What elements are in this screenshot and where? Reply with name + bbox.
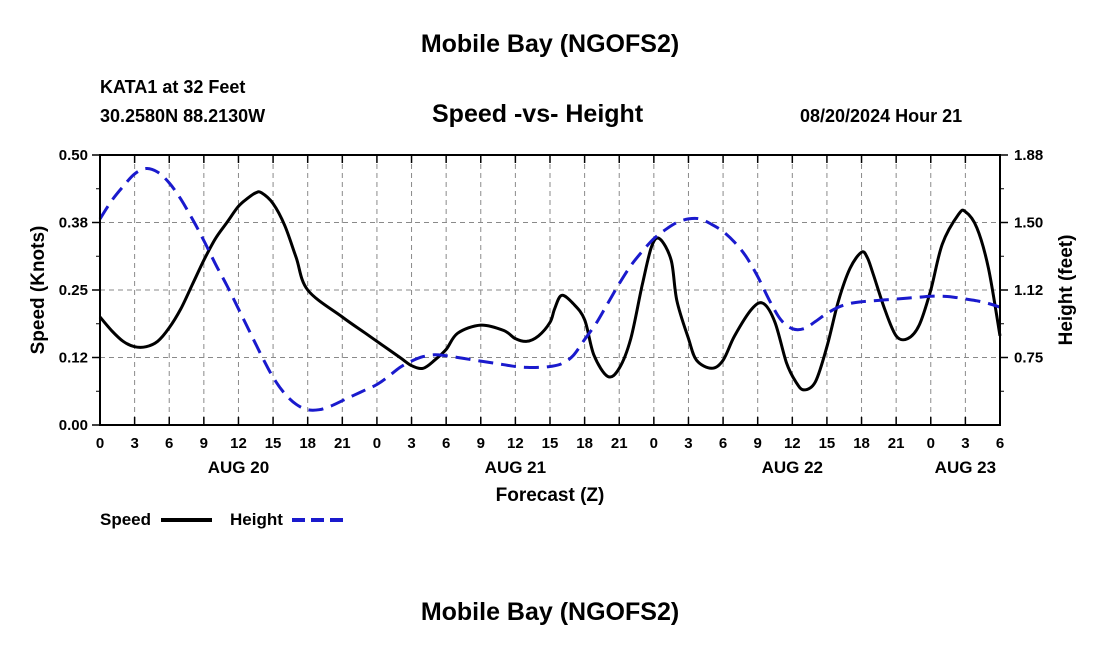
grid [100,155,1000,425]
x-tick-label: 12 [507,435,524,452]
x-tick-label: 6 [442,435,450,452]
series-line-speed [98,190,1002,392]
x-tick-label: 18 [853,435,870,452]
y-left-tick-label: 0.12 [59,350,88,367]
x-tick-label: 9 [754,435,762,452]
x-tick-label: 15 [819,435,836,452]
y-left-tick-label: 0.38 [59,215,88,232]
x-tick-label: 9 [477,435,485,452]
x-tick-label: 15 [542,435,559,452]
x-tick-label: 9 [200,435,208,452]
y-left-tick-label: 0.25 [59,282,88,299]
x-tick-label: 3 [130,435,138,452]
legend: Speed Height [100,510,343,529]
x-tick-label: 18 [576,435,593,452]
y-left-tick-label: 0.00 [59,417,88,434]
x-tick-label: 3 [684,435,692,452]
forecast-datetime: 08/20/2024 Hour 21 [800,106,963,126]
date-label: AUG 22 [762,458,823,477]
x-tick-label: 0 [96,435,104,452]
x-tick-label: 21 [334,435,351,452]
station-coordinates: 30.2580N 88.2130W [100,106,266,126]
date-label: AUG 21 [485,458,546,477]
x-tick-label: 6 [996,435,1004,452]
y-right-tick-label: 1.12 [1014,282,1043,299]
x-tick-label: 6 [719,435,727,452]
y-axis-right-label: Height (feet) [1056,235,1077,346]
date-label: AUG 23 [935,458,996,477]
page-title: Mobile Bay (NGOFS2) [420,30,680,58]
axes: 0 3 6 9 12 15 18 21 0 3 6 9 12 15 18 21 0 3 6 9 12 15 18 21 0 3 6A… [59,147,1043,477]
x-tick-label: 0 [650,435,658,452]
x-tick-label: 15 [265,435,282,452]
x-tick-label: 0 [373,435,381,452]
x-tick-label: 12 [784,435,801,452]
legend-label-speed: Speed [100,510,151,529]
x-tick-label: 21 [888,435,905,452]
x-tick-label: 18 [299,435,316,452]
y-axis-left-label: Speed (Knots) [28,226,49,355]
footer-title: Mobile Bay (NGOFS2) [420,598,680,626]
y-right-tick-label: 0.75 [1014,350,1043,367]
date-label: AUG 20 [208,458,269,477]
x-tick-label: 3 [961,435,969,452]
legend-label-height: Height [230,510,283,529]
x-tick-label: 12 [230,435,247,452]
x-tick-label: 6 [165,435,173,452]
x-tick-label: 3 [407,435,415,452]
station-label: KATA1 at 32 Feet [100,77,246,97]
y-right-tick-label: 1.88 [1014,147,1043,164]
x-axis-label: Forecast (Z) [496,485,605,506]
series-line-height [98,166,1001,412]
x-tick-label: 21 [611,435,628,452]
chart-title: Speed -vs- Height [432,100,644,128]
y-right-tick-label: 1.50 [1014,215,1043,232]
series-layer [98,166,1002,412]
x-tick-label: 0 [927,435,935,452]
y-left-tick-label: 0.50 [59,147,88,164]
